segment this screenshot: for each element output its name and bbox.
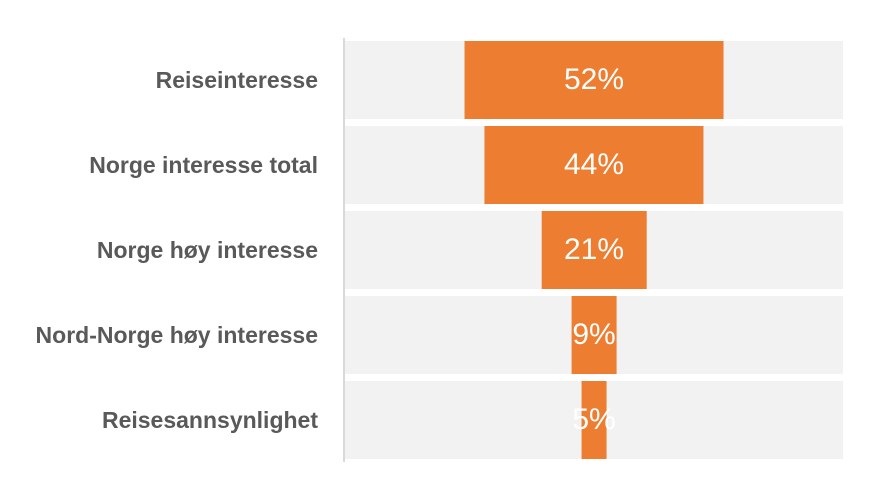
chart-row: 5%: [345, 381, 843, 459]
bar-reisesannsynlighet: [581, 381, 607, 459]
chart-row: 44%: [345, 126, 843, 204]
bar-value-label: 9%: [572, 318, 616, 351]
category-label-nord-norge-hoy-interesse: Nord-Norge høy interesse: [35, 321, 318, 348]
category-label-norge-hoy-interesse: Norge høy interesse: [96, 236, 318, 263]
chart-row: 9%: [345, 296, 843, 374]
bar-norge-interesse-total: [484, 126, 704, 204]
category-label-reiseinteresse: Reiseinteresse: [155, 66, 318, 93]
bar-value-label: 21%: [563, 233, 625, 266]
chart-row: 21%: [345, 211, 843, 289]
bar-reiseinteresse: [464, 41, 724, 119]
chart-row: 52%: [345, 41, 843, 119]
bar-value-label: 52%: [563, 63, 625, 96]
bar-value-label: 44%: [563, 148, 625, 181]
category-label-norge-interesse-total: Norge interesse total: [89, 151, 318, 178]
category-axis-labels: Reiseinteresse Norge interesse total Nor…: [0, 41, 318, 459]
bar-value-label: 5%: [572, 403, 616, 436]
plot-area: 52% 44% 21% 9% 5%: [345, 41, 843, 459]
bar-norge-hoy-interesse: [541, 211, 647, 289]
category-label-reisesannsynlighet: Reisesannsynlighet: [101, 406, 318, 433]
y-axis-line: [343, 38, 345, 462]
bar-nord-norge-hoy-interesse: [571, 296, 617, 374]
